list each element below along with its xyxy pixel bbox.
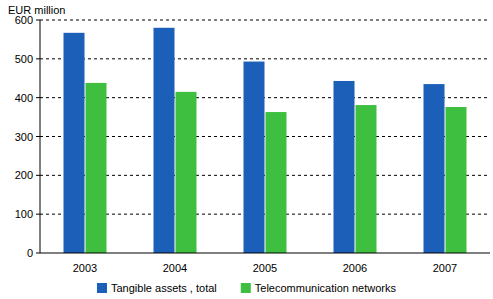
y-tick-label: 200 bbox=[15, 169, 33, 181]
bar bbox=[334, 81, 355, 253]
y-tick-label: 400 bbox=[15, 92, 33, 104]
grid-line bbox=[40, 97, 490, 98]
y-tick bbox=[36, 175, 40, 176]
legend: Tangible assets , total Telecommunication… bbox=[97, 282, 397, 294]
y-tick-label: 100 bbox=[15, 208, 33, 220]
grid-line bbox=[40, 136, 490, 137]
x-axis bbox=[40, 253, 490, 254]
legend-swatch bbox=[97, 283, 107, 293]
x-tick-label: 2003 bbox=[73, 262, 97, 274]
chart: EUR million01002003004005006002003200420… bbox=[0, 0, 493, 299]
bar bbox=[424, 84, 445, 253]
y-tick-label: 600 bbox=[15, 14, 33, 26]
y-tick bbox=[36, 97, 40, 98]
y-tick-label: 500 bbox=[15, 53, 33, 65]
bar bbox=[176, 92, 197, 253]
bar bbox=[446, 107, 467, 253]
legend-swatch bbox=[241, 283, 251, 293]
legend-label: Tangible assets , total bbox=[111, 282, 217, 294]
y-tick bbox=[36, 136, 40, 137]
y-tick-label: 0 bbox=[27, 247, 33, 259]
y-tick-label: 300 bbox=[15, 131, 33, 143]
x-tick-label: 2004 bbox=[163, 262, 187, 274]
bar bbox=[154, 28, 175, 253]
y-tick bbox=[36, 253, 40, 254]
y-tick bbox=[36, 214, 40, 215]
bar bbox=[266, 112, 287, 253]
legend-label: Telecommunication networks bbox=[255, 282, 397, 294]
bar bbox=[64, 33, 85, 253]
grid-line bbox=[40, 58, 490, 59]
y-tick bbox=[36, 20, 40, 21]
grid-line bbox=[40, 214, 490, 215]
grid-line bbox=[40, 175, 490, 176]
bar bbox=[86, 83, 107, 253]
x-tick-label: 2006 bbox=[343, 262, 367, 274]
bar bbox=[244, 62, 265, 253]
grid-line bbox=[40, 20, 490, 21]
y-axis bbox=[40, 20, 41, 253]
x-tick-label: 2005 bbox=[253, 262, 277, 274]
bar bbox=[356, 105, 377, 253]
x-tick-label: 2007 bbox=[433, 262, 457, 274]
y-tick bbox=[36, 58, 40, 59]
